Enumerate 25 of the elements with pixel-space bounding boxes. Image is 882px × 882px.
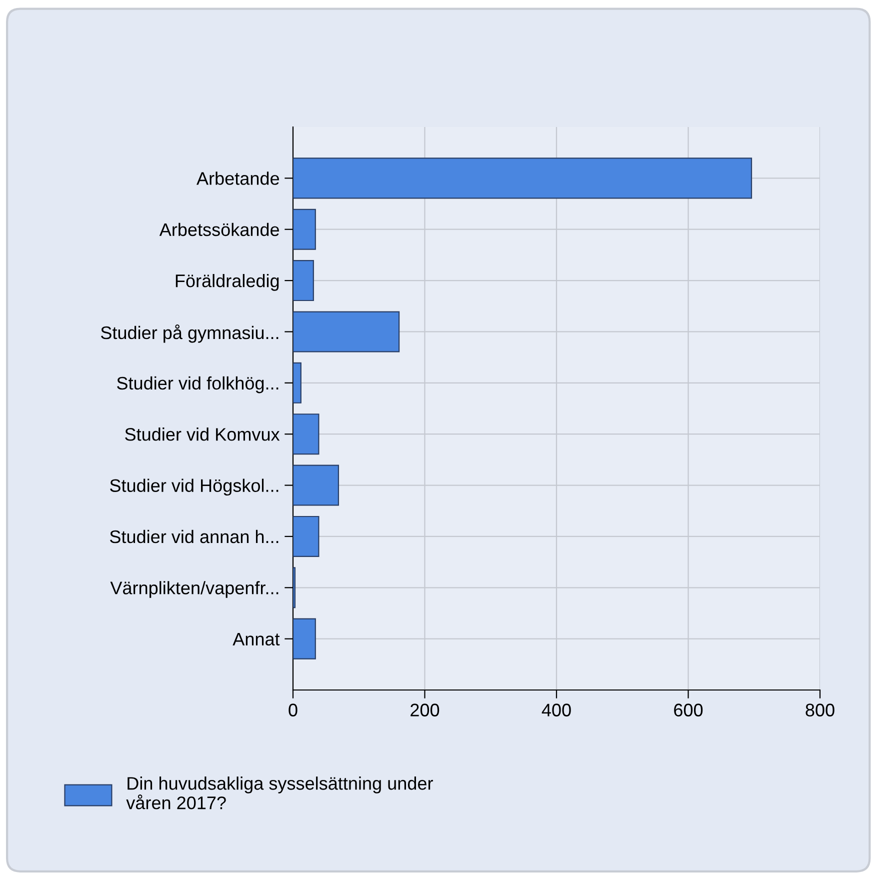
x-tick-label: 200 — [410, 704, 440, 716]
y-tick-label: Studier vid annan h... — [110, 530, 278, 544]
x-tick-label: 600 — [674, 704, 703, 716]
x-tick-label: 0 — [288, 704, 298, 716]
bar — [293, 414, 320, 455]
x-tick-label: 400 — [542, 704, 571, 716]
bar — [293, 362, 302, 404]
bar — [293, 311, 400, 352]
y-tick-label: Arbetande — [196, 172, 280, 185]
y-tick-label: Studier vid Komvux — [125, 428, 280, 441]
x-tick-label: 800 — [806, 704, 834, 716]
y-tick-label: Föräldraledig — [176, 274, 279, 291]
legend-label: Din huvudsakliga sysselsättning under våren 2017? — [126, 776, 433, 810]
y-tick-label: Studier på gymnasiu... — [100, 324, 278, 343]
bar — [293, 158, 752, 199]
bar — [293, 208, 316, 250]
bar — [293, 516, 320, 557]
bar — [293, 464, 340, 506]
bar — [293, 618, 316, 660]
y-tick-label: Annat — [232, 632, 280, 646]
y-tick-label: Arbetssökande — [159, 222, 280, 236]
y-tick-label: Studier vid Högskol... — [110, 478, 278, 496]
bar — [293, 260, 314, 302]
y-tick-label: Studier vid folkhög... — [117, 376, 278, 394]
y-tick-label: Värnplikten/vapenfr... — [110, 581, 278, 598]
